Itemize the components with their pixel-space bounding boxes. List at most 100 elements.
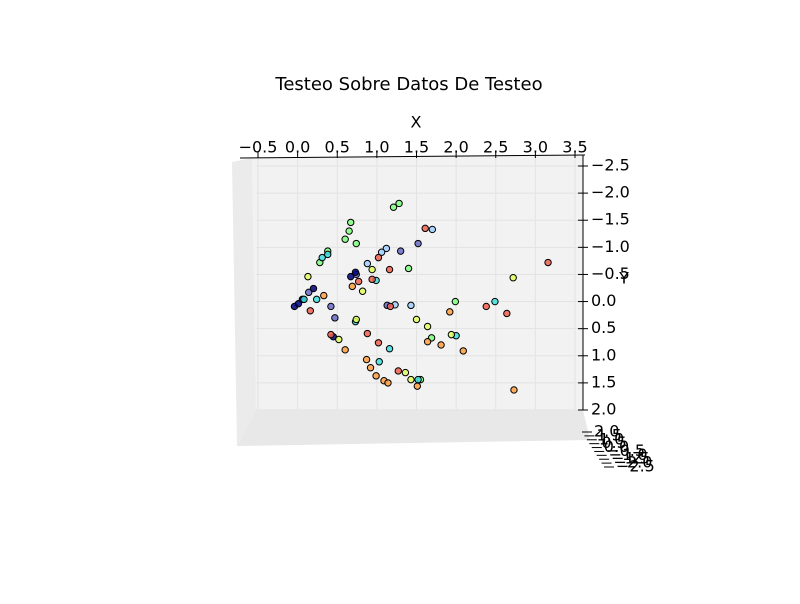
y-tick-label: −1.0 — [591, 237, 630, 256]
point — [320, 291, 328, 300]
point — [374, 339, 383, 347]
y-tick-label: 0.0 — [591, 291, 616, 310]
point — [306, 307, 315, 315]
point — [341, 235, 349, 243]
point — [341, 346, 349, 354]
point — [407, 375, 415, 384]
point — [404, 264, 413, 273]
point — [423, 337, 432, 346]
chart-title: Testeo Sobre Datos De Testeo — [274, 74, 542, 95]
point — [503, 309, 511, 318]
point — [335, 335, 343, 344]
point — [362, 355, 371, 364]
point — [372, 372, 380, 380]
point — [358, 287, 367, 295]
point — [423, 322, 432, 331]
point — [459, 347, 467, 355]
point — [309, 284, 318, 293]
point — [377, 248, 386, 256]
point — [348, 282, 357, 291]
point — [396, 247, 405, 255]
point — [385, 345, 394, 353]
point — [352, 315, 360, 324]
y-tick-label: −2.5 — [591, 156, 630, 175]
point — [386, 302, 395, 311]
point — [327, 302, 335, 311]
point — [414, 375, 422, 384]
point — [395, 199, 403, 208]
z-tick-label: −2.0 — [614, 453, 653, 472]
z-tick-label: −0.5 — [606, 441, 645, 460]
x-tick-label: 0.5 — [325, 138, 350, 157]
point — [304, 272, 312, 281]
floor-pane — [237, 410, 590, 446]
y-tick-label: −0.5 — [591, 264, 630, 283]
z-tick-label: 0.0 — [604, 437, 629, 456]
point — [446, 308, 454, 316]
y-axis-label: Y — [618, 269, 629, 288]
point — [482, 302, 490, 311]
x-tick-label: 1.0 — [364, 138, 389, 157]
point — [437, 341, 445, 349]
z-tick-label: 0.5 — [601, 433, 626, 452]
point — [412, 315, 421, 324]
point — [366, 364, 375, 372]
point — [544, 258, 552, 267]
point — [347, 272, 355, 281]
x-tick-label: −0.5 — [239, 138, 278, 157]
point — [385, 265, 394, 274]
x-tick-label: 1.5 — [404, 138, 429, 157]
point — [352, 239, 360, 248]
x-tick-label: 3.5 — [562, 138, 587, 157]
y-tick-label: 2.0 — [591, 400, 616, 419]
point — [401, 368, 410, 377]
y-tick-label: 1.0 — [591, 345, 616, 364]
y-tick-label: −1.5 — [591, 210, 630, 229]
point — [327, 330, 335, 339]
point — [363, 259, 372, 268]
z-axis-label: Z — [633, 449, 644, 468]
point — [305, 288, 313, 297]
x-tick-label: 2.0 — [443, 138, 468, 157]
x-axis-label: X — [411, 113, 422, 132]
point — [413, 382, 421, 390]
point — [300, 295, 308, 304]
point — [509, 273, 517, 282]
point — [345, 227, 353, 235]
point — [351, 268, 360, 276]
point — [324, 250, 332, 259]
back-pane — [252, 155, 583, 410]
point — [375, 358, 383, 366]
y-tick-label: 0.5 — [591, 318, 616, 337]
z-tick-label: 1.5 — [596, 425, 621, 444]
point — [491, 297, 499, 306]
point — [451, 297, 460, 306]
point — [331, 314, 339, 322]
point — [407, 301, 415, 310]
x-tick-label: 0.0 — [285, 138, 310, 157]
point — [382, 244, 391, 253]
point — [421, 224, 429, 233]
point — [447, 330, 456, 339]
y-tick-label: −2.0 — [591, 183, 630, 202]
point — [318, 253, 326, 262]
point — [414, 239, 422, 248]
point — [389, 203, 398, 211]
x-tick-label: 3.0 — [523, 138, 548, 157]
z-tick-label: −1.5 — [611, 449, 650, 468]
point — [394, 367, 402, 375]
y-tick-label: 1.5 — [591, 372, 616, 391]
point — [374, 253, 383, 262]
point — [312, 295, 321, 304]
point — [384, 379, 392, 387]
point — [510, 386, 518, 394]
point — [354, 277, 363, 286]
x-tick-label: 2.5 — [483, 138, 508, 157]
points — [290, 199, 552, 394]
z-tick-label: −1.0 — [609, 445, 648, 464]
point — [347, 218, 355, 227]
z-tick-label: 1.0 — [599, 429, 624, 448]
point — [428, 225, 437, 234]
side-pane — [232, 158, 256, 446]
